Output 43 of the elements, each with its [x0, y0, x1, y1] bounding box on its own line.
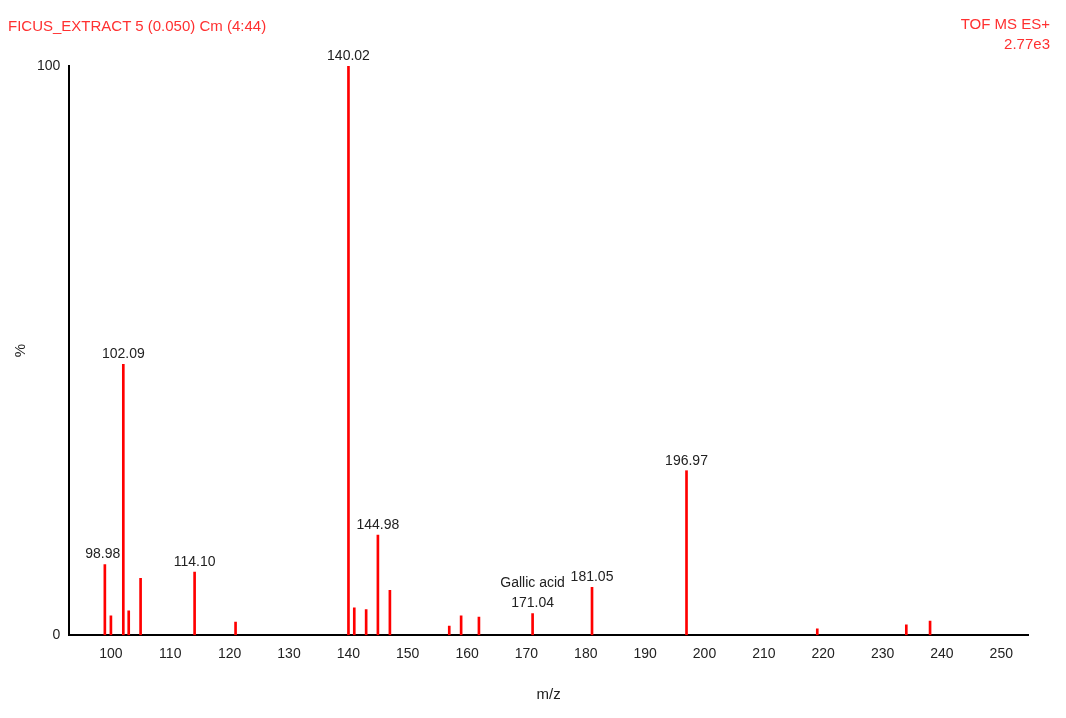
bar	[121, 363, 125, 636]
x-tick-label: 230	[870, 645, 895, 662]
x-tick-label: 170	[514, 645, 539, 662]
annotation: 140.02	[327, 46, 371, 63]
bar	[531, 613, 534, 636]
annotation: 196.97	[665, 451, 709, 468]
text: TOF MS ES+	[960, 14, 1050, 34]
y-axis-title: %	[11, 343, 29, 358]
chart-title: FICUS_EXTRACT 5 (0.050) Cm (4:44)	[8, 17, 267, 35]
x-tick-label: 100	[99, 645, 123, 662]
x-tick-label: 190	[633, 645, 658, 662]
bar	[815, 628, 819, 636]
x-tick-label: 160	[455, 645, 479, 662]
bar	[139, 577, 142, 636]
annotation: 144.98	[356, 515, 400, 532]
x-tick-label: 210	[752, 645, 776, 662]
x-tick-label: 240	[930, 645, 954, 662]
bar	[447, 625, 451, 636]
annotation: 102.09	[101, 345, 145, 362]
annotation: 181.05	[570, 568, 614, 585]
x-tick-label: 110	[159, 645, 182, 662]
bar	[685, 470, 688, 636]
x-tick-label: 130	[277, 645, 301, 662]
bar	[127, 610, 131, 636]
x-tick-label: 180	[574, 645, 598, 662]
x-tick-label: 220	[811, 645, 836, 662]
annotation: 114.10	[173, 552, 216, 569]
annotation: Gallic acid	[500, 574, 565, 591]
y-tick-label: 0	[52, 626, 61, 643]
x-tick-label: 140	[336, 645, 361, 662]
annotation: 171.04	[511, 594, 555, 611]
bar	[193, 571, 196, 636]
x-tick-label: 250	[989, 645, 1014, 662]
text: 2.77e3	[1003, 34, 1050, 54]
x-tick-label: 120	[217, 645, 242, 662]
x-tick-label: 150	[396, 645, 420, 662]
bar	[234, 621, 237, 636]
x-axis-title: m/z	[536, 685, 561, 703]
bar	[904, 624, 908, 636]
annotation: 98.98	[85, 545, 121, 562]
x-tick-label: 200	[692, 645, 717, 662]
bar	[352, 607, 356, 636]
bar	[347, 66, 350, 636]
